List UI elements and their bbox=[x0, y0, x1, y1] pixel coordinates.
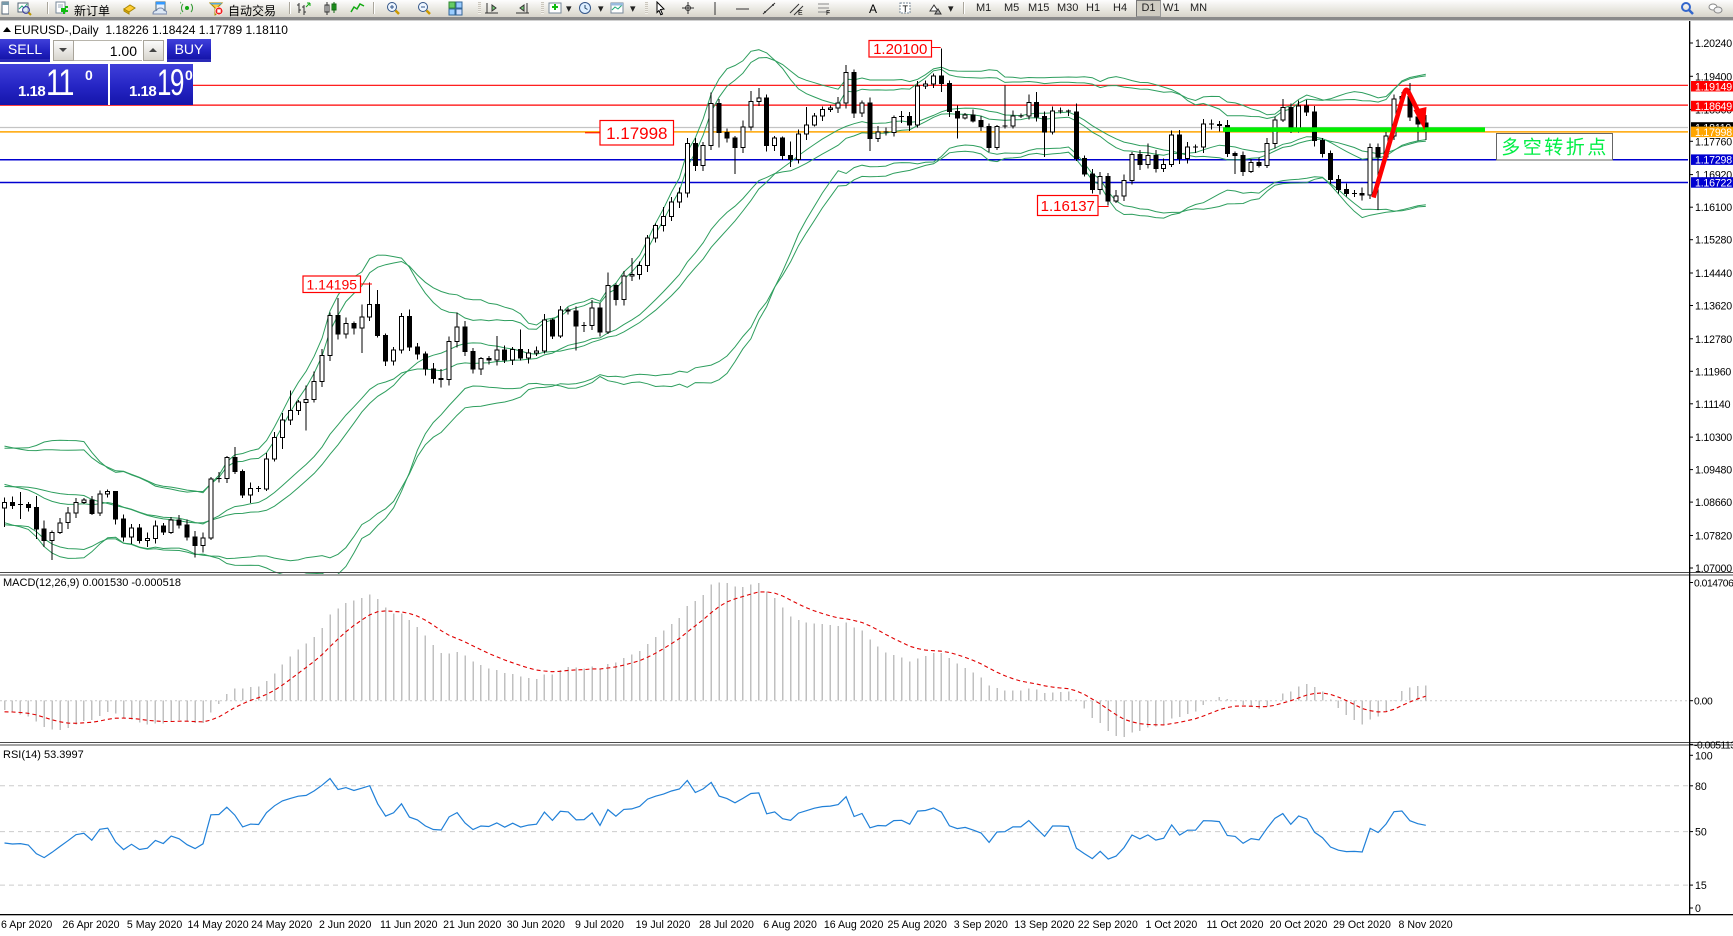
svg-text:1.19149: 1.19149 bbox=[1695, 81, 1732, 93]
svg-text:14 May 2020: 14 May 2020 bbox=[187, 919, 248, 931]
svg-text:1.16100: 1.16100 bbox=[1695, 202, 1732, 214]
svg-text:5 May 2020: 5 May 2020 bbox=[127, 919, 182, 931]
svg-text:19 Jul 2020: 19 Jul 2020 bbox=[636, 919, 691, 931]
svg-text:20 Oct 2020: 20 Oct 2020 bbox=[1270, 919, 1328, 931]
svg-text:3 Sep 2020: 3 Sep 2020 bbox=[954, 919, 1008, 931]
svg-text:E: E bbox=[798, 10, 803, 16]
svg-text:28 Jul 2020: 28 Jul 2020 bbox=[699, 919, 754, 931]
svg-text:6 Aug 2020: 6 Aug 2020 bbox=[763, 919, 817, 931]
svg-text:1.11960: 1.11960 bbox=[1695, 366, 1731, 378]
svg-text:1.18649: 1.18649 bbox=[1695, 101, 1732, 113]
svg-text:1.20100: 1.20100 bbox=[873, 41, 927, 58]
svg-text:9 Jul 2020: 9 Jul 2020 bbox=[575, 919, 624, 931]
svg-text:11 Oct 2020: 11 Oct 2020 bbox=[1207, 919, 1264, 931]
svg-text:100: 100 bbox=[1695, 750, 1713, 762]
svg-text:1.17760: 1.17760 bbox=[1695, 136, 1732, 148]
svg-text:1.17298: 1.17298 bbox=[1695, 155, 1732, 167]
svg-text:1.16722: 1.16722 bbox=[1695, 178, 1732, 190]
svg-text:8 Nov 2020: 8 Nov 2020 bbox=[1399, 919, 1453, 931]
svg-text:1.19400: 1.19400 bbox=[1695, 71, 1732, 83]
svg-text:1.12780: 1.12780 bbox=[1695, 334, 1732, 346]
svg-text:1.09480: 1.09480 bbox=[1695, 465, 1732, 477]
svg-text:1.07820: 1.07820 bbox=[1695, 531, 1732, 543]
svg-text:多空转折点: 多空转折点 bbox=[1501, 137, 1609, 159]
svg-text:1.11140: 1.11140 bbox=[1695, 399, 1731, 411]
svg-text:-0.005113: -0.005113 bbox=[1694, 740, 1733, 751]
svg-text:11 Jun 2020: 11 Jun 2020 bbox=[380, 919, 438, 931]
svg-text:0.014706: 0.014706 bbox=[1694, 579, 1733, 590]
svg-text:24 May 2020: 24 May 2020 bbox=[251, 919, 312, 931]
svg-text:21 Jun 2020: 21 Jun 2020 bbox=[443, 919, 501, 931]
svg-text:1.10300: 1.10300 bbox=[1695, 432, 1732, 444]
svg-text:1.13620: 1.13620 bbox=[1695, 301, 1732, 313]
svg-text:26 Apr 2020: 26 Apr 2020 bbox=[62, 919, 119, 931]
svg-text:1.07000: 1.07000 bbox=[1695, 563, 1732, 575]
svg-text:80: 80 bbox=[1695, 781, 1707, 793]
svg-text:2 Jun 2020: 2 Jun 2020 bbox=[319, 919, 372, 931]
svg-text:F: F bbox=[826, 10, 830, 16]
svg-text:1.08660: 1.08660 bbox=[1695, 497, 1732, 509]
svg-text:16 Aug 2020: 16 Aug 2020 bbox=[824, 919, 884, 931]
svg-text:29 Oct 2020: 29 Oct 2020 bbox=[1333, 919, 1391, 931]
svg-text:0.00: 0.00 bbox=[1694, 697, 1713, 708]
svg-text:1.14440: 1.14440 bbox=[1695, 268, 1732, 280]
svg-text:RSI(14) 53.3997: RSI(14) 53.3997 bbox=[3, 749, 84, 761]
svg-text:13 Sep 2020: 13 Sep 2020 bbox=[1014, 919, 1074, 931]
svg-text:1.17998: 1.17998 bbox=[606, 124, 667, 143]
svg-text:22 Sep 2020: 22 Sep 2020 bbox=[1078, 919, 1138, 931]
svg-text:1.20240: 1.20240 bbox=[1695, 38, 1732, 50]
svg-text:1.15280: 1.15280 bbox=[1695, 235, 1732, 247]
svg-text:1.16137: 1.16137 bbox=[1041, 198, 1095, 215]
svg-text:0: 0 bbox=[1695, 903, 1701, 915]
svg-text:MACD(12,26,9) 0.001530 -0.0005: MACD(12,26,9) 0.001530 -0.000518 bbox=[3, 577, 181, 589]
svg-text:25 Aug 2020: 25 Aug 2020 bbox=[887, 919, 947, 931]
svg-text:1.14195: 1.14195 bbox=[306, 276, 357, 292]
svg-text:30 Jun 2020: 30 Jun 2020 bbox=[507, 919, 565, 931]
svg-text:1 Oct 2020: 1 Oct 2020 bbox=[1145, 919, 1197, 931]
svg-text:1.17998: 1.17998 bbox=[1695, 127, 1732, 139]
svg-text:T: T bbox=[903, 4, 909, 14]
svg-text:6 Apr 2020: 6 Apr 2020 bbox=[1, 919, 52, 931]
svg-text:50: 50 bbox=[1695, 827, 1707, 839]
svg-text:15: 15 bbox=[1695, 880, 1707, 892]
